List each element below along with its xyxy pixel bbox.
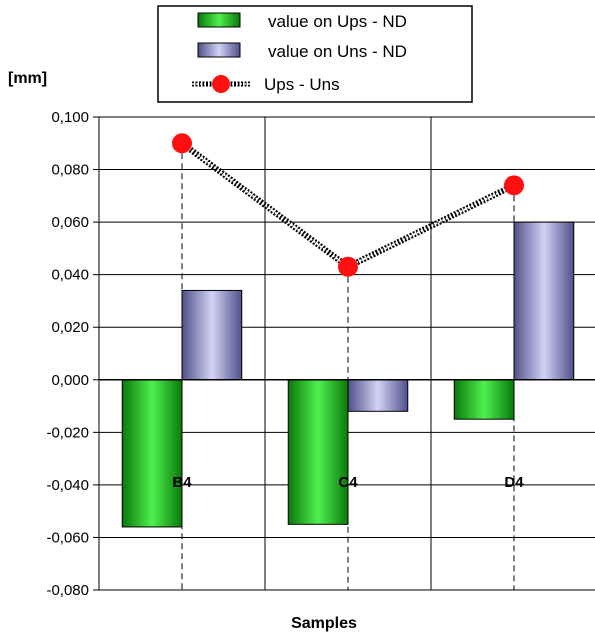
bar-ups-nd-D4 bbox=[453, 379, 515, 420]
legend-label-ups-nd: value on Ups - ND bbox=[268, 12, 407, 31]
y-tick-label-7: 0,060 bbox=[51, 214, 89, 231]
y-tick-label-4: 0,000 bbox=[51, 372, 89, 389]
legend-swatch-ups-nd bbox=[197, 12, 241, 28]
y-tick-label-9: 0,100 bbox=[51, 109, 89, 126]
bar-uns-nd-C4 bbox=[347, 379, 409, 412]
y-tick-label-2: -0,040 bbox=[46, 477, 89, 494]
y-axis-label: [mm] bbox=[8, 70, 47, 87]
legend-marker-ups-uns bbox=[212, 75, 230, 93]
legend: value on Ups - ND value on Uns - ND Ups … bbox=[157, 5, 473, 103]
plot-area: -0,080 -0,060 -0,040 -0,020 0,000 0,020 0,040 0… bbox=[46, 109, 595, 599]
point-ups-uns-B4 bbox=[172, 133, 192, 154]
y-tick-label-3: -0,020 bbox=[46, 424, 89, 441]
y-tick-label-6: 0,040 bbox=[51, 267, 89, 284]
category-label-D4: D4 bbox=[504, 474, 524, 491]
y-tick-label-0: -0,080 bbox=[46, 582, 89, 599]
category-label-B4: B4 bbox=[172, 474, 192, 491]
point-ups-uns-D4 bbox=[504, 175, 524, 196]
x-axis-label: Samples bbox=[291, 615, 357, 632]
bar-ups-nd-C4 bbox=[287, 379, 349, 525]
y-tick-label-1: -0,060 bbox=[46, 529, 89, 546]
bar-uns-nd-D4 bbox=[513, 221, 575, 381]
legend-label-ups-uns: Ups - Uns bbox=[264, 75, 340, 94]
bar-uns-nd-B4 bbox=[181, 289, 243, 381]
point-ups-uns-C4 bbox=[338, 256, 358, 277]
y-tick-label-5: 0,020 bbox=[51, 319, 89, 336]
line-ups-uns bbox=[181, 142, 515, 268]
line-ups-uns-outer bbox=[180, 140, 516, 271]
y-tick-label-8: 0,080 bbox=[51, 162, 89, 179]
legend-label-uns-nd: value on Uns - ND bbox=[268, 42, 407, 61]
legend-swatch-uns-nd bbox=[197, 42, 241, 58]
bar-ups-nd-B4 bbox=[121, 379, 183, 528]
